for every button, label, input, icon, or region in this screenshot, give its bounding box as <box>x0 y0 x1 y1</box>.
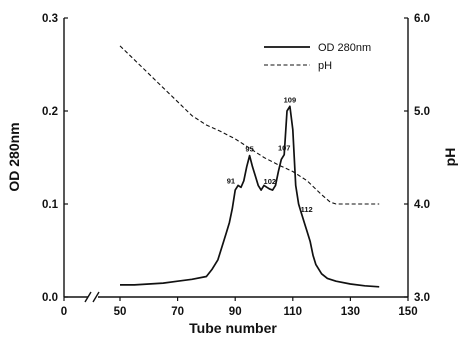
legend: OD 280nm pH <box>264 42 371 72</box>
y-right-tick-label: 3.0 <box>414 292 430 304</box>
x-tick-label: 70 <box>171 306 184 318</box>
y-right-tick-label: 4.0 <box>414 199 430 211</box>
x-tick-label: 110 <box>284 306 303 318</box>
tick-labels: 0 50 70 90 110 130 150 0.0 0.1 0.2 0.3 3.0 4.0 5.0 6.0 <box>42 13 430 318</box>
y-axis-left-title: OD 280nm <box>6 122 22 191</box>
x-tick-label: 150 <box>398 306 417 318</box>
legend-label-od280: OD 280nm <box>318 42 371 54</box>
y-left-tick-label: 0.0 <box>42 292 58 304</box>
peak-label: 102 <box>264 177 277 186</box>
peak-label: 91 <box>227 176 235 185</box>
x-axis-title: Tube number <box>189 320 277 336</box>
x-axis-break-mark <box>84 291 100 303</box>
y-right-tick-label: 6.0 <box>414 13 430 25</box>
y-left-tick-label: 0.1 <box>42 199 59 211</box>
x-tick-label: 130 <box>341 306 360 318</box>
peak-label: 95 <box>245 145 253 154</box>
y-left-tick-label: 0.3 <box>42 13 58 25</box>
legend-label-ph: pH <box>318 60 332 72</box>
peak-label: 112 <box>301 205 313 214</box>
axes <box>63 18 409 303</box>
x-tick-label: 0 <box>61 306 67 318</box>
series-ph-line <box>119 45 380 205</box>
series-od280-line <box>120 105 380 288</box>
y-axis-right-title: pH <box>442 148 458 167</box>
peak-annotations: 91 95 102 107 109 112 <box>227 95 313 214</box>
peak-label: 109 <box>284 95 297 104</box>
x-tick-label: 90 <box>229 306 242 318</box>
tick-marks <box>63 17 409 301</box>
y-right-tick-label: 5.0 <box>414 106 430 118</box>
peak-label: 107 <box>278 144 291 153</box>
x-tick-label: 50 <box>114 306 127 318</box>
y-left-tick-label: 0.2 <box>42 106 58 118</box>
